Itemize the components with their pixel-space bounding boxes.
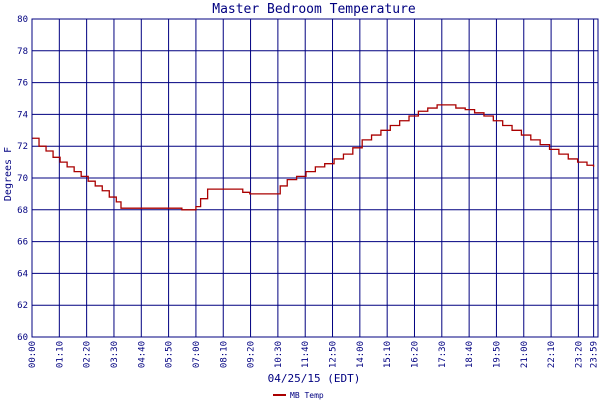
y-tick-label: 78 [17,47,28,57]
y-axis-label: Degrees F [3,147,14,201]
x-tick-label: 23:59 [590,341,600,368]
y-tick-label: 70 [17,174,28,184]
y-tick-label: 60 [17,333,28,343]
y-tick-label: 62 [17,301,28,311]
y-tick-label: 74 [17,110,28,120]
x-tick-labels: 00:00 01:10 02:20 03:30 04:40 05:50 07:00 08:10… [28,341,600,368]
x-tick-label: 23:20 [574,341,584,368]
x-tick-label: 21:00 [520,341,530,368]
y-tick-label: 72 [17,142,28,152]
series-line-mb-temp [32,104,595,211]
legend: MB Temp [273,391,324,400]
x-tick-label: 01:10 [55,341,65,368]
chart-title-text: Master Bedroom Temperature [212,2,416,17]
y-tick-label: 68 [17,206,28,216]
y-tick-label: 66 [17,238,28,248]
x-tick-label: 04:40 [137,341,147,368]
x-axis-label: 04/25/15 (EDT) [268,372,361,385]
x-tick-label: 00:00 [28,341,38,368]
x-tick-label: 10:30 [274,341,284,368]
y-tick-label: 64 [17,269,28,279]
x-tick-label: 14:00 [356,341,366,368]
x-tick-label: 11:40 [301,341,311,368]
grid [31,18,598,338]
x-tick-label: 02:20 [83,341,93,368]
y-tick-label: 76 [17,79,28,89]
x-tick-label: 16:20 [410,341,420,368]
x-tick-label: 05:50 [165,341,175,368]
plot-frame [31,18,599,338]
x-tick-label: 15:10 [383,341,393,368]
x-tick-label: 22:10 [547,341,557,368]
x-tick-label: 19:50 [492,341,502,368]
chart-title: Master Bedroom Temperature [212,2,416,17]
x-tick-label: 07:00 [192,341,202,368]
y-tick-labels: 60 62 64 66 68 70 72 74 76 78 80 [17,15,28,343]
x-tick-label: 12:50 [329,341,339,368]
legend-label: MB Temp [290,391,324,400]
series-lines [32,104,595,211]
x-tick-label: 18:40 [465,341,475,368]
x-tick-label: 03:30 [110,341,120,368]
x-tick-label: 09:20 [247,341,257,368]
y-tick-label: 80 [17,15,28,25]
x-tick-label: 17:30 [438,341,448,368]
x-tick-label: 08:10 [219,341,229,368]
